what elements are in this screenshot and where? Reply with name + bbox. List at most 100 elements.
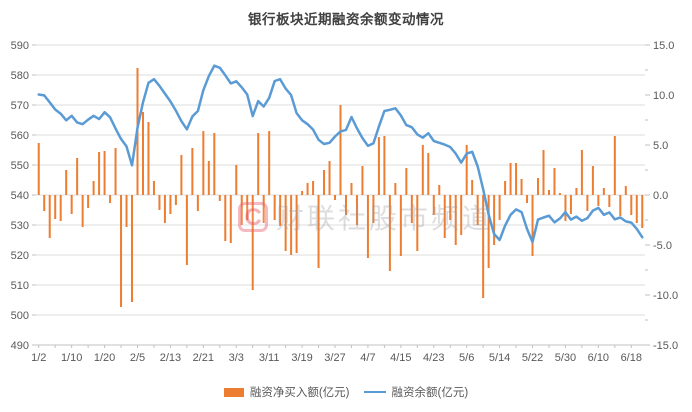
- bar: [377, 137, 380, 195]
- bar: [542, 150, 545, 195]
- x-axis-tick-label: 3/3: [229, 352, 244, 364]
- bar: [537, 178, 540, 195]
- right-axis-tick-label: 5.0: [653, 140, 668, 152]
- left-axis-tick-label: 500: [11, 310, 29, 322]
- page-title: 银行板块近期融资余额变动情况: [248, 12, 444, 27]
- bar: [597, 195, 600, 206]
- bar: [48, 195, 51, 238]
- bar: [218, 195, 221, 201]
- line-series: [37, 64, 644, 244]
- bar: [235, 165, 238, 195]
- bar: [191, 148, 194, 195]
- bar: [87, 195, 90, 208]
- bar: [515, 163, 518, 195]
- bar: [460, 195, 463, 235]
- x-axis-tick-label: 2/21: [193, 352, 214, 364]
- bar: [608, 195, 611, 207]
- bar: [65, 170, 68, 195]
- bar: [59, 195, 62, 221]
- bar: [152, 181, 155, 195]
- left-axis-tick-label: 490: [11, 340, 29, 352]
- x-axis-tick-label: 1/2: [31, 352, 46, 364]
- x-axis-tick-label: 6/10: [588, 352, 609, 364]
- bar: [355, 195, 358, 225]
- bar: [251, 195, 254, 290]
- bar: [520, 179, 523, 195]
- x-axis-tick-label: 4/15: [390, 352, 411, 364]
- bar: [196, 195, 199, 211]
- bar: [334, 195, 337, 200]
- bar: [366, 195, 369, 258]
- bar: [586, 195, 589, 211]
- bar: [449, 195, 452, 220]
- bar: [547, 190, 550, 195]
- bar: [284, 195, 287, 251]
- x-axis-tick-label: 5/6: [459, 352, 474, 364]
- left-axis-tick-label: 540: [11, 190, 29, 202]
- bar: [246, 195, 249, 220]
- x-axis-tick-label: 6/18: [621, 352, 642, 364]
- bar: [493, 195, 496, 245]
- bar: [54, 195, 57, 219]
- bar: [120, 195, 123, 307]
- bar: [388, 195, 391, 271]
- x-axis-tick-label: 3/19: [291, 352, 312, 364]
- x-axis-tick-label: 2/5: [130, 352, 145, 364]
- left-axis-tick-label: 520: [11, 250, 29, 262]
- bar: [92, 181, 95, 195]
- bar: [301, 191, 304, 195]
- left-axis-tick-label: 560: [11, 130, 29, 142]
- axis-labels: 590 580 570 560 550 540 530 520 510 500 490 15.0 10.…: [11, 40, 678, 364]
- bar: [454, 195, 457, 245]
- x-axis-tick-label: 1/20: [94, 352, 115, 364]
- bar: [487, 195, 490, 268]
- bar: [465, 145, 468, 195]
- x-axis-tick-label: 4/23: [423, 352, 444, 364]
- bar: [147, 122, 150, 195]
- bar: [416, 195, 419, 251]
- bar: [70, 195, 73, 214]
- bar: [432, 195, 435, 215]
- bar: [169, 195, 172, 214]
- bar: [504, 181, 507, 195]
- legend-net-buy-label: 融资净买入额(亿元): [249, 387, 350, 399]
- left-axis-tick-label: 590: [11, 40, 29, 52]
- right-axis-tick-label: 0.0: [653, 190, 668, 202]
- bar: [306, 183, 309, 195]
- chart-legend: 融资净买入额(亿元) 融资余额(亿元): [0, 384, 692, 400]
- bar: [602, 188, 605, 195]
- bar: [624, 186, 627, 195]
- left-axis-tick-label: 510: [11, 280, 29, 292]
- bar: [323, 170, 326, 195]
- right-axis-tick-label: 15.0: [653, 40, 674, 52]
- x-axis-tick-label: 3/27: [324, 352, 345, 364]
- bar: [163, 195, 166, 223]
- bar: [372, 195, 375, 223]
- bar: [229, 195, 232, 243]
- left-axis-tick-label: 580: [11, 70, 29, 82]
- bar: [509, 163, 512, 195]
- gridlines: [32, 44, 650, 348]
- bar: [613, 136, 616, 195]
- bar: [81, 195, 84, 227]
- bar: [158, 195, 161, 210]
- bar: [471, 180, 474, 195]
- bar: [635, 195, 638, 223]
- bar: [37, 143, 40, 195]
- bar: [394, 183, 397, 195]
- x-axis-tick-label: 4/7: [360, 352, 375, 364]
- bar: [202, 131, 205, 195]
- x-axis-tick-label: 5/22: [522, 352, 543, 364]
- bar: [443, 195, 446, 238]
- legend-balance-label: 融资余额(亿元): [391, 387, 469, 399]
- x-axis-tick-label: 2/13: [160, 352, 181, 364]
- bar: [103, 151, 106, 195]
- bar: [344, 195, 347, 215]
- right-axis-tick-label: 10.0: [653, 90, 674, 102]
- right-axis-tick-label: -10.0: [653, 290, 678, 302]
- bar: [482, 195, 485, 298]
- bar: [43, 195, 46, 211]
- bar: [328, 161, 331, 195]
